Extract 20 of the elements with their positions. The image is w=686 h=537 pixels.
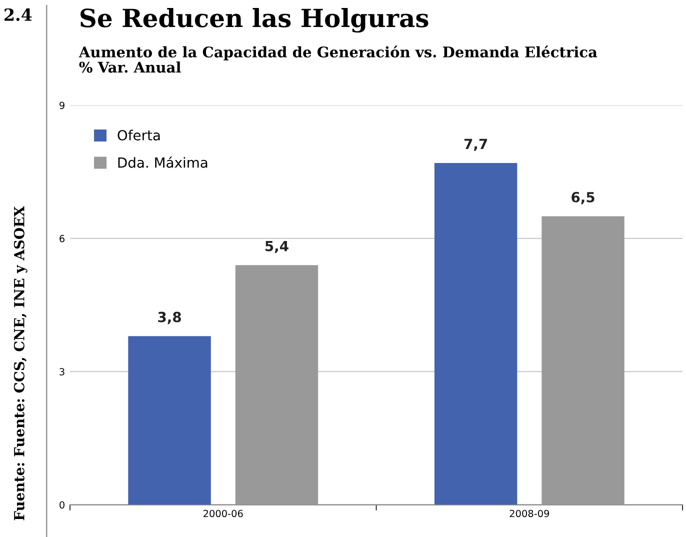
legend-label: Dda. Máxima bbox=[118, 156, 208, 168]
chart-subtitle: Aumento de la Capacidad de Generación vs. Demanda Eléctrica % Var. Anual bbox=[78, 46, 598, 73]
data-label: 7,7 bbox=[464, 138, 488, 151]
bar bbox=[128, 336, 211, 505]
legend-label: Oferta bbox=[118, 130, 160, 140]
bar bbox=[434, 162, 518, 505]
y-tick-label: 6 bbox=[60, 234, 64, 242]
y-tick-label: 3 bbox=[60, 368, 64, 376]
x-tick-label: 2000-06 bbox=[204, 510, 243, 518]
bar bbox=[542, 216, 624, 505]
source-note: Fuente: Fuente: CCS, CNE, INE y ASOEX bbox=[14, 206, 28, 520]
text: 2.4 bbox=[4, 8, 32, 21]
x-tick-label: 2008-09 bbox=[510, 510, 550, 518]
data-label: 6,5 bbox=[572, 192, 594, 204]
data-label: 5,4 bbox=[265, 240, 288, 254]
bar bbox=[235, 265, 318, 505]
y-tick-label: 0 bbox=[60, 501, 64, 509]
chart-title: Se Reducen las Holguras bbox=[80, 8, 428, 33]
y-tick-label: 9 bbox=[60, 102, 64, 110]
data-label: 3,8 bbox=[158, 312, 181, 324]
